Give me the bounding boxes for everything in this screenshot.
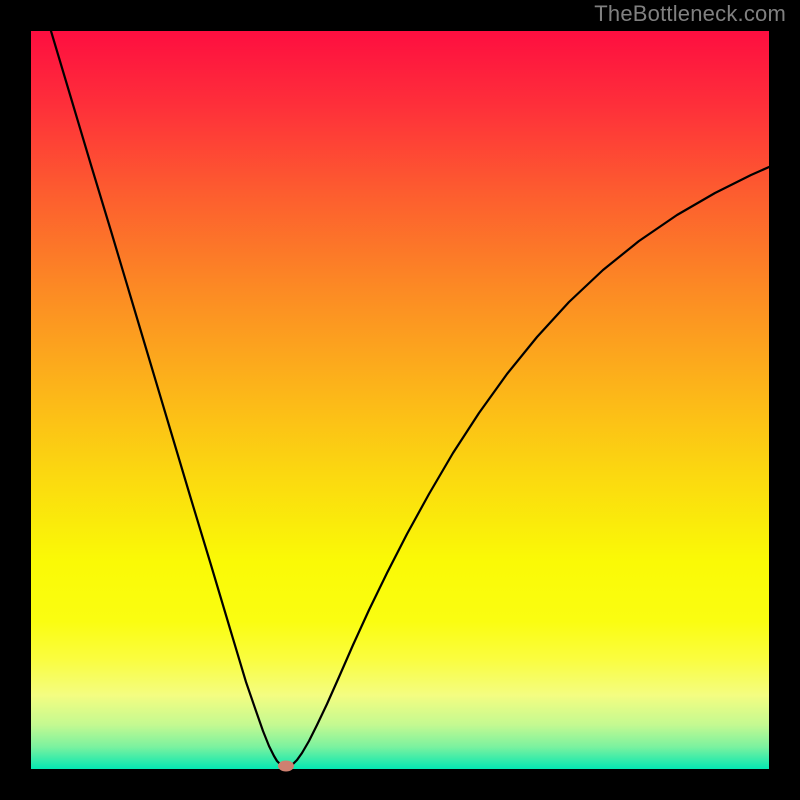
watermark-text: TheBottleneck.com (594, 1, 786, 27)
bottleneck-curve (31, 31, 769, 769)
plot-area (31, 31, 769, 769)
optimal-point-marker (278, 761, 294, 772)
